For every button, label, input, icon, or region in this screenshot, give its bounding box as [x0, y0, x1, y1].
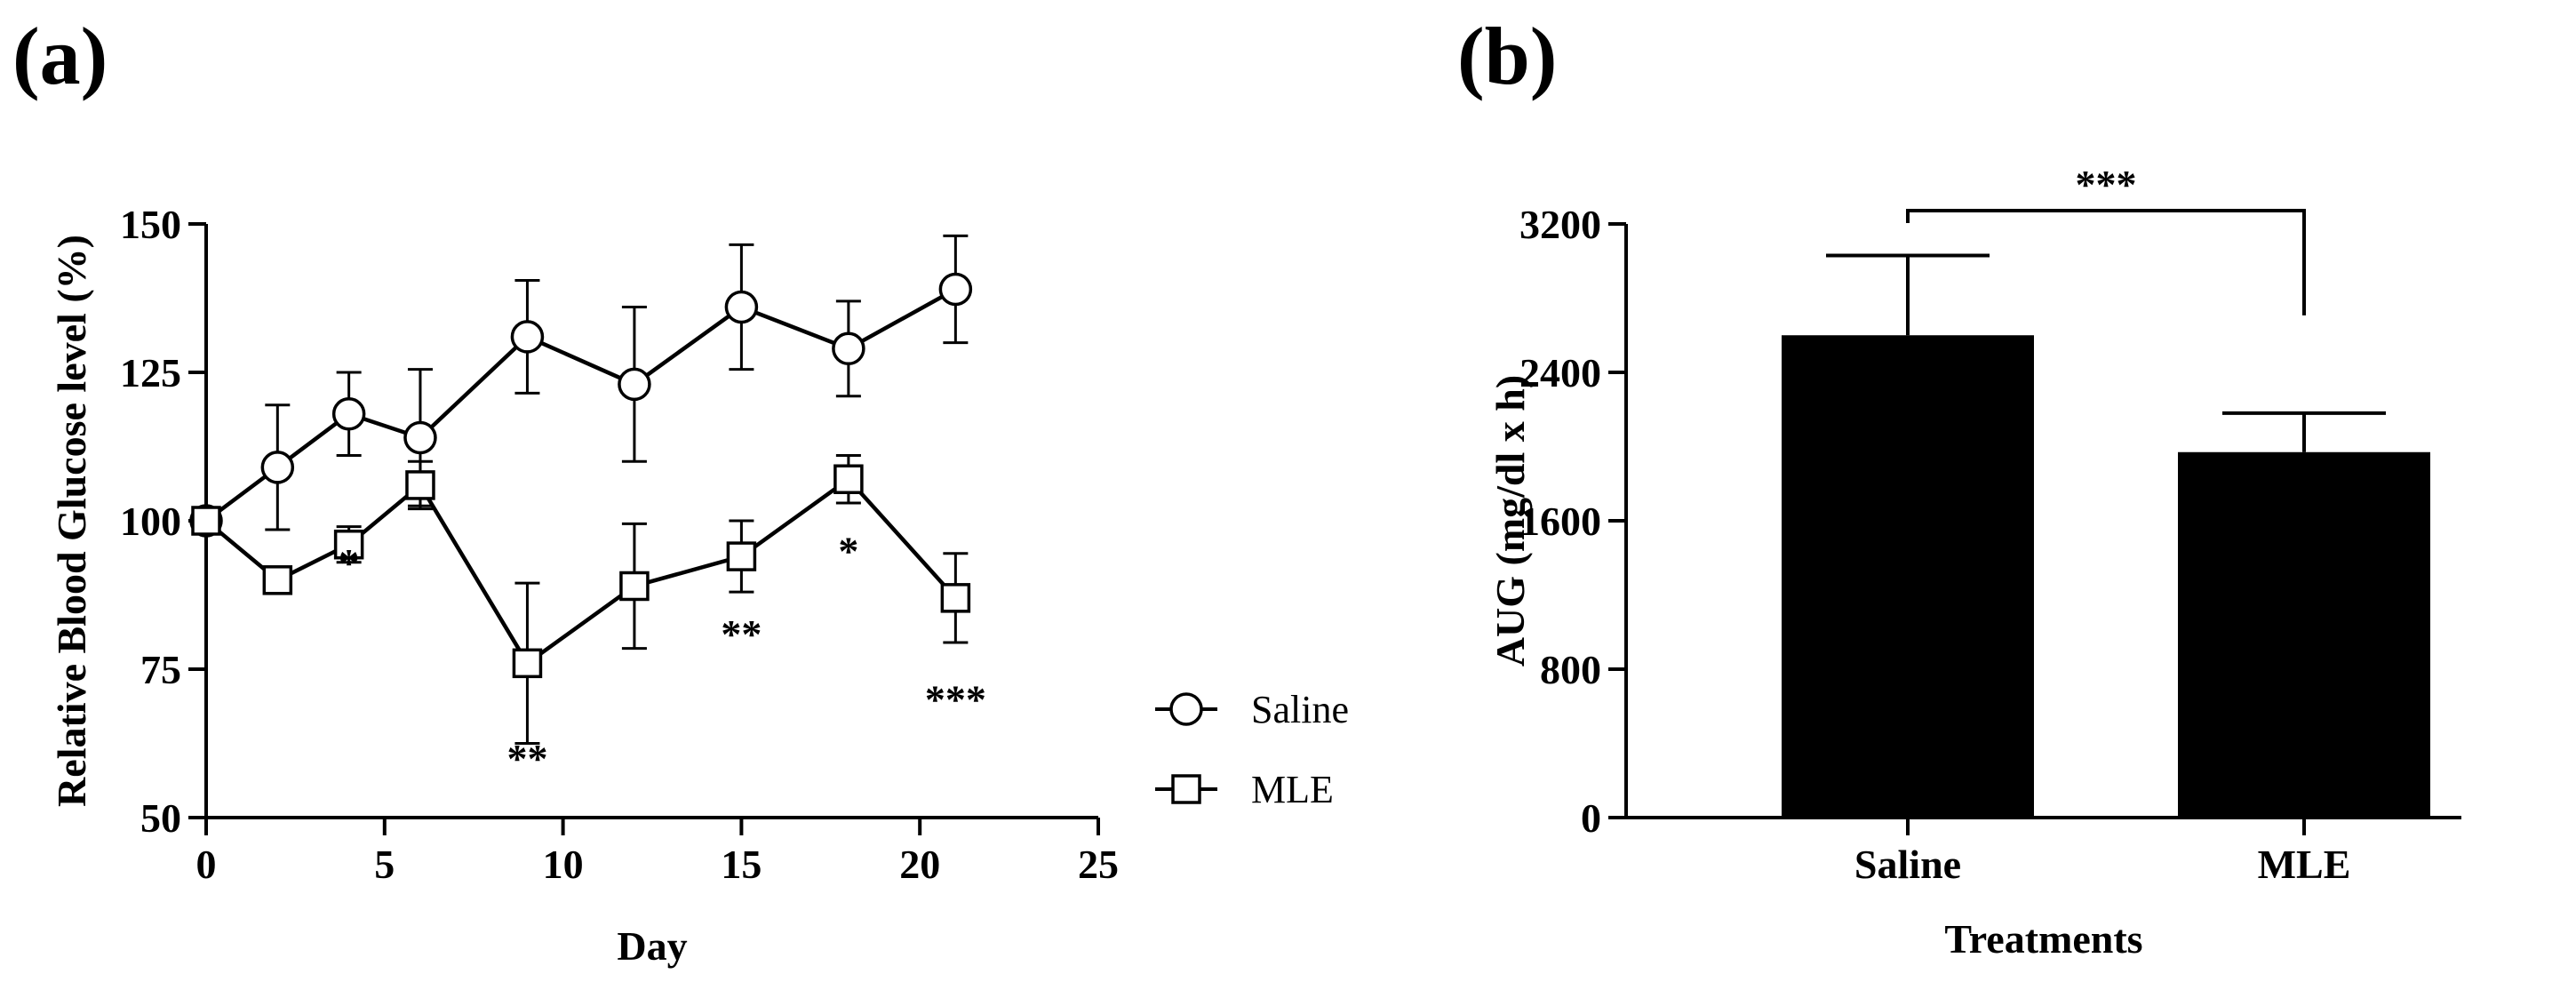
- data-point: [262, 565, 293, 595]
- line-chart: 50 75 100 125 150 0 5 10 15 20 25 Day Relative Blood…: [49, 202, 1349, 969]
- data-point: [833, 464, 864, 494]
- data-point: [940, 583, 971, 613]
- significance-label: ***: [2076, 162, 2137, 207]
- x-tick-label: Saline: [1854, 842, 1961, 887]
- y-axis-title: Relative Blood Glucose level (%): [49, 235, 94, 807]
- x-tick-label: 0: [196, 842, 217, 887]
- bar-mle: [2178, 451, 2430, 818]
- data-point: [619, 571, 650, 602]
- y-tick-label: 50: [140, 795, 181, 841]
- x-axis-title: Treatments: [1944, 916, 2142, 962]
- y-tick-label: 800: [1540, 647, 1601, 692]
- x-tick-label: 25: [1078, 842, 1119, 887]
- x-tick-label: 20: [899, 842, 940, 887]
- x-tick-label: 10: [543, 842, 584, 887]
- data-point: [938, 272, 973, 307]
- significance-bracket: [1906, 209, 2306, 315]
- data-point: [260, 451, 295, 484]
- data-point: [510, 320, 545, 354]
- y-tick-label: 3200: [1519, 202, 1601, 247]
- legend-marker-square: [1171, 774, 1201, 804]
- data-point: [191, 506, 221, 536]
- significance-label: *: [339, 540, 359, 586]
- data-point: [512, 648, 543, 679]
- series-mle: [191, 454, 971, 745]
- data-point: [726, 541, 757, 571]
- x-tick-label: 5: [374, 842, 395, 887]
- x-tick-label: 15: [721, 842, 762, 887]
- x-axis-title: Day: [617, 923, 687, 969]
- data-point: [618, 367, 651, 402]
- significance-label: **: [721, 611, 762, 657]
- legend-label: Saline: [1251, 688, 1349, 731]
- significance-label: *: [838, 528, 858, 573]
- y-tick-label: 1600: [1519, 499, 1601, 544]
- legend-marker-circle: [1169, 692, 1203, 726]
- y-tick-label: 150: [120, 202, 181, 247]
- data-point: [405, 470, 435, 500]
- panel-a-label: (a): [12, 11, 108, 101]
- data-point: [724, 290, 759, 324]
- data-point: [331, 397, 366, 431]
- legend: Saline MLE: [1155, 688, 1349, 811]
- y-tick-label: 125: [120, 350, 181, 395]
- data-point: [333, 529, 364, 560]
- significance-label: ***: [925, 676, 986, 722]
- significance-label: **: [506, 736, 547, 781]
- y-tick-label: 75: [140, 647, 181, 692]
- y-tick-label: 0: [1581, 795, 1601, 841]
- bar-saline: [1782, 335, 2034, 818]
- x-tick-label: MLE: [2258, 842, 2351, 887]
- y-axis-title: AUG (mg/dl x h): [1487, 375, 1533, 667]
- y-tick-label: 100: [120, 499, 181, 544]
- bar-chart: 0 800 1600 2400 3200 Saline MLE *** Treatments AU…: [1487, 162, 2461, 962]
- data-point: [403, 420, 437, 455]
- legend-label: MLE: [1251, 768, 1334, 811]
- data-point: [832, 331, 865, 366]
- panel-b-label: (b): [1457, 11, 1557, 101]
- y-tick-label: 2400: [1519, 350, 1601, 395]
